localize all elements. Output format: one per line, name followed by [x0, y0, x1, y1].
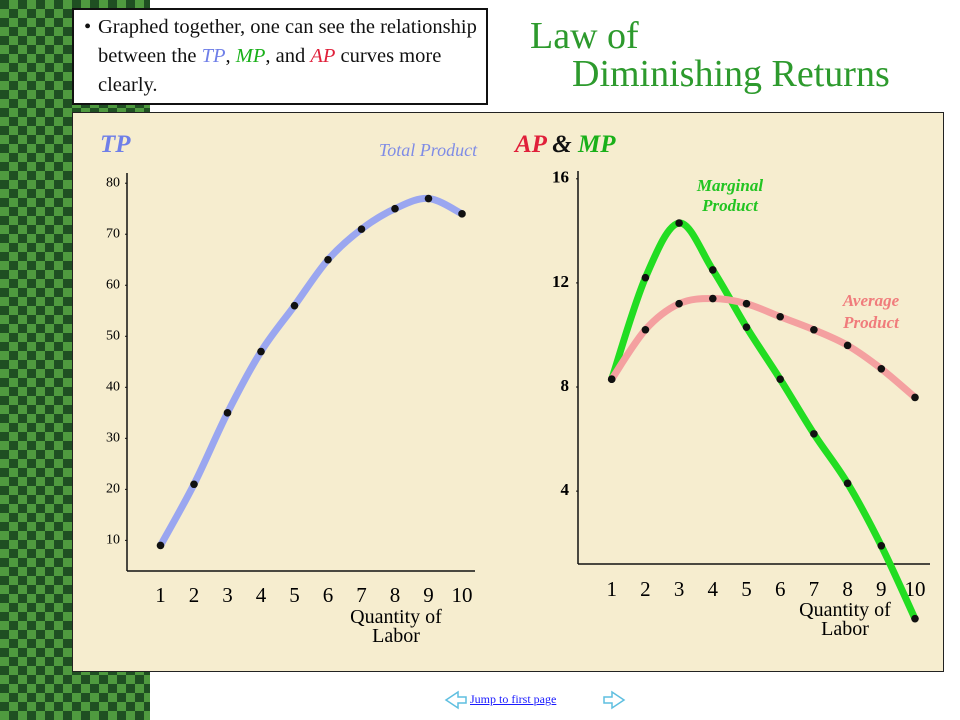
data-point	[877, 365, 886, 373]
x-axis-title: Quantity of Labor	[350, 606, 442, 647]
data-point	[776, 312, 784, 321]
data-point	[190, 480, 198, 489]
chart-title: TP	[100, 131, 131, 158]
data-point	[742, 323, 751, 331]
x-tick-label: 2	[640, 577, 651, 601]
data-point	[607, 375, 616, 384]
x-tick-label: 5	[741, 577, 752, 601]
data-point	[391, 204, 399, 213]
x-tick-label: 8	[842, 577, 853, 601]
series-line	[608, 219, 919, 623]
x-tick-label: 6	[323, 583, 334, 607]
nav-arrows[interactable]	[444, 690, 626, 710]
series-line	[157, 194, 466, 549]
y-tick-label: 40	[106, 380, 120, 395]
data-point	[709, 266, 717, 274]
data-point	[641, 325, 650, 334]
note-text: curves more clearly.	[98, 45, 442, 96]
x-tick-label: 3	[222, 583, 233, 607]
data-point	[424, 194, 433, 203]
data-point	[709, 294, 717, 303]
data-point	[675, 299, 683, 308]
x-tick-label: 3	[674, 577, 685, 601]
x-tick-label: 4	[256, 583, 267, 607]
x-tick-label: 9	[423, 583, 434, 607]
data-point	[257, 347, 265, 356]
x-tick-label: 1	[606, 577, 617, 601]
x-tick-label: 4	[708, 577, 719, 601]
slide-title: Diminishing Returns	[572, 53, 890, 95]
data-point	[911, 393, 919, 402]
note-text: ,	[225, 45, 236, 67]
note-box: Graphed together, one can see the relati…	[72, 8, 488, 105]
y-tick-label: 50	[106, 329, 120, 344]
data-point	[776, 375, 784, 384]
x-axis-title: Quantity of Labor	[799, 599, 891, 640]
y-tick-label: 4	[561, 480, 570, 499]
x-tick-label: 10	[905, 577, 926, 601]
x-tick-label: 5	[289, 583, 300, 607]
note-text: , and	[265, 45, 311, 67]
note-text: TP	[201, 45, 226, 67]
slide-title: Law of	[530, 15, 639, 57]
data-point	[675, 219, 683, 227]
note-text: Graphed together, one can see the relati…	[98, 16, 477, 67]
y-tick-label: 8	[561, 376, 570, 395]
data-point	[810, 430, 818, 438]
x-tick-label: 6	[775, 577, 786, 601]
data-point	[843, 341, 852, 350]
y-tick-label: 60	[106, 277, 120, 292]
x-tick-label: 1	[155, 583, 166, 607]
data-point	[810, 325, 818, 334]
y-tick-label: 80	[106, 175, 120, 190]
data-point	[458, 210, 466, 218]
note-text: AP	[310, 45, 336, 67]
jump-link[interactable]: Jump to first page	[470, 692, 557, 706]
chart-title: AP & MP	[513, 131, 616, 158]
data-point	[641, 273, 650, 282]
y-tick-label: 70	[106, 226, 120, 241]
data-point	[156, 541, 165, 550]
y-tick-label: 20	[106, 482, 120, 497]
data-point	[742, 299, 751, 308]
data-point	[290, 301, 299, 310]
x-tick-label: 7	[809, 577, 820, 601]
x-tick-label: 8	[390, 583, 401, 607]
y-tick-label: 16	[552, 168, 569, 187]
data-point	[324, 255, 332, 264]
chart: 10 20 30 40 50 60 70 80 1 2 3 4 5 6 7 8 9 10 TP	[100, 131, 475, 607]
series-label: Total Product	[378, 140, 478, 160]
x-tick-label: 9	[876, 577, 887, 601]
series-line	[608, 295, 919, 401]
x-tick-label: 10	[452, 583, 473, 607]
y-tick-label: 30	[106, 431, 120, 446]
y-tick-label: 10	[106, 533, 120, 548]
series-label: Marginal Product	[696, 176, 764, 215]
data-point	[877, 541, 886, 550]
data-point	[843, 479, 852, 488]
series-label: Average Product	[842, 291, 900, 332]
x-tick-label: 7	[356, 583, 367, 607]
data-point	[223, 409, 232, 417]
data-point	[357, 225, 366, 233]
data-point	[911, 614, 919, 623]
x-tick-label: 2	[189, 583, 200, 607]
chart-panel	[72, 112, 944, 672]
y-tick-label: 12	[552, 272, 569, 291]
note-text: MP	[235, 45, 266, 67]
